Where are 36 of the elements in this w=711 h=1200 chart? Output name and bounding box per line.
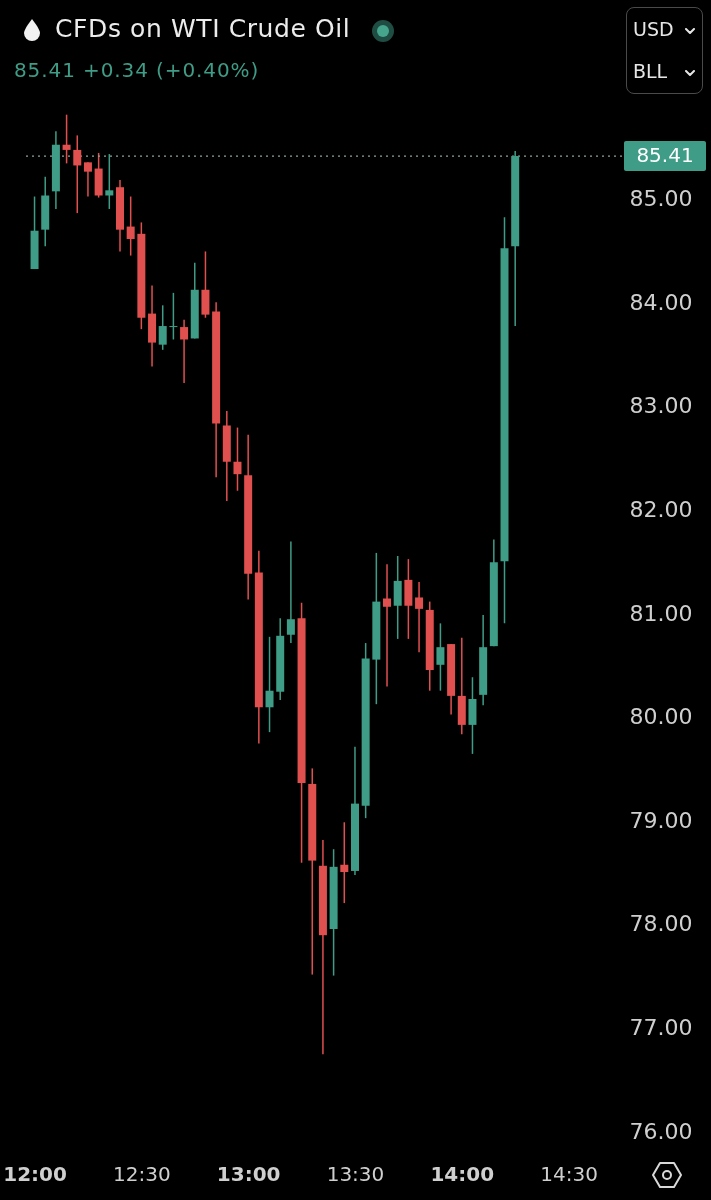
candlestick — [62, 113, 71, 165]
text: BLL — [633, 60, 668, 82]
candlestick — [436, 622, 445, 692]
chart-title: CFDs on WTI Crude Oil — [55, 14, 351, 43]
y-tick-label: 78.00 — [629, 911, 693, 937]
candlestick — [265, 636, 274, 733]
y-tick-label: 85.00 — [629, 186, 693, 212]
y-tick-label: 82.00 — [629, 496, 693, 522]
candlestick — [383, 563, 392, 688]
candlestick — [83, 161, 92, 198]
candlestick — [73, 134, 82, 214]
y-tick-label: 84.00 — [629, 289, 693, 315]
candlestick — [233, 426, 242, 492]
chart-subtitle: 85.41 +0.34 (+0.40%) — [14, 58, 260, 82]
y-tick-label: 76.00 — [629, 1118, 693, 1144]
text: USD — [633, 18, 674, 40]
y-tick-label: 81.00 — [629, 600, 693, 626]
candlestick — [180, 319, 189, 384]
candlestick — [158, 304, 167, 351]
candlestick — [169, 292, 178, 341]
y-tick-label: 77.00 — [629, 1014, 693, 1040]
x-tick-label: 13:00 — [216, 1161, 281, 1186]
y-tick-label: 79.00 — [629, 807, 693, 833]
candlestick — [286, 540, 295, 644]
x-tick-label: 12:00 — [3, 1161, 67, 1186]
candlestick — [126, 195, 135, 257]
x-tick-label: 13:30 — [326, 1161, 385, 1186]
x-tick-label: 14:30 — [540, 1161, 598, 1186]
candlestick — [340, 821, 349, 904]
x-tick-label: 14:00 — [430, 1161, 495, 1186]
candlestick — [415, 581, 424, 654]
candlestick — [105, 153, 114, 210]
ref-line-label: 85.41 — [636, 143, 694, 168]
y-tick-label: 83.00 — [629, 393, 693, 419]
x-tick-label: 12:30 — [113, 1161, 171, 1186]
y-tick-label: 80.00 — [629, 704, 693, 730]
